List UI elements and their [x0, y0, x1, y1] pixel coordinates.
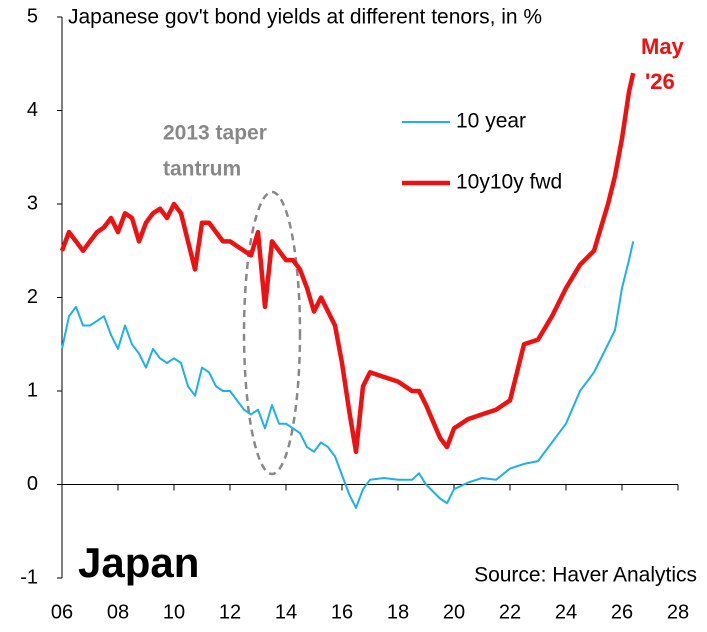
- annotation: Source: Haver Analytics: [474, 564, 697, 587]
- y-tick-label: 1: [27, 379, 38, 401]
- legend-label: 10y10y fwd: [456, 171, 562, 194]
- x-tick-label: 28: [667, 601, 689, 623]
- x-tick-label: 18: [387, 601, 409, 623]
- x-tick-label: 16: [331, 601, 353, 623]
- legend-label: 10 year: [456, 110, 526, 133]
- line-series: [61, 241, 635, 509]
- x-tick-label: 26: [611, 601, 633, 623]
- x-tick-label: 08: [107, 601, 129, 623]
- annotation: '26: [645, 69, 675, 94]
- x-tick-label: 14: [275, 601, 297, 623]
- x-tick-label: 12: [219, 601, 241, 623]
- x-tick-label: 10: [163, 601, 185, 623]
- annotation: Japan: [78, 539, 199, 586]
- x-tick-label: 20: [443, 601, 465, 623]
- y-tick-label: 2: [27, 286, 38, 308]
- line-series: [59, 72, 636, 455]
- y-tick-label: 5: [27, 5, 38, 27]
- annotation: May: [641, 34, 685, 59]
- y-tick-label: -1: [20, 566, 38, 588]
- chart-title: Japanese gov't bond yields at different …: [68, 6, 542, 29]
- x-tick-label: 24: [555, 601, 577, 623]
- annotation: 2013 taper: [163, 122, 267, 145]
- x-tick-label: 22: [499, 601, 521, 623]
- x-tick-label: 06: [51, 601, 73, 623]
- annotation: tantrum: [163, 158, 241, 181]
- y-tick-label: 4: [27, 99, 38, 121]
- y-tick-label: 0: [27, 473, 38, 495]
- highlight-ellipse: [242, 190, 302, 476]
- y-tick-label: 3: [27, 192, 38, 214]
